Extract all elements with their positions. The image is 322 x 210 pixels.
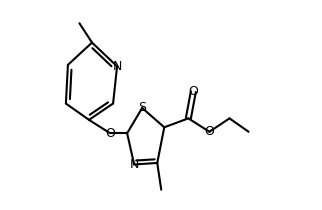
- Text: O: O: [105, 127, 115, 140]
- Text: N: N: [112, 60, 122, 73]
- Text: O: O: [188, 85, 198, 98]
- Text: O: O: [204, 125, 214, 138]
- Text: N: N: [129, 158, 139, 171]
- Text: S: S: [138, 101, 146, 114]
